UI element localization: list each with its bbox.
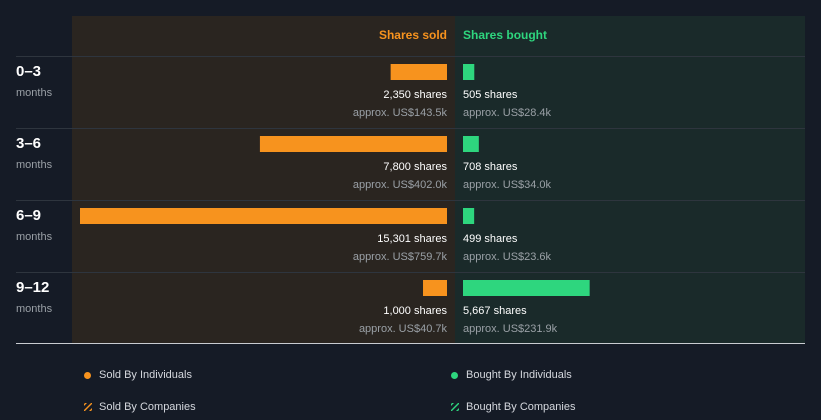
sold-bar (259, 136, 447, 152)
period-label: 0–3 (16, 63, 41, 80)
bought-shares-label: 5,667 shares (463, 305, 527, 317)
green-hatch-icon (451, 403, 459, 411)
chart-rows: 0–3 months 2,350 shares approx. US$143.5k 50… (16, 63, 590, 335)
period-label: 3–6 (16, 135, 41, 152)
sold-bar (80, 208, 447, 224)
sold-header: Shares sold (379, 28, 447, 42)
legend: Sold By Individuals Bought By Individual… (0, 345, 821, 420)
insider-trading-chart: Shares sold Shares bought 0–3 months 2,350… (16, 16, 805, 344)
period-unit-label: months (16, 303, 53, 315)
period-label: 9–12 (16, 279, 49, 296)
sold-bar (390, 64, 447, 80)
legend-label: Sold By Companies (99, 401, 196, 413)
period-unit-label: months (16, 159, 53, 171)
green-dot-icon (451, 371, 458, 379)
bought-header: Shares bought (463, 28, 547, 42)
bought-amount-label: approx. US$231.9k (463, 323, 558, 335)
legend-label: Bought By Companies (466, 401, 576, 413)
sold-amount-label: approx. US$759.7k (353, 251, 448, 263)
bought-bar (463, 208, 475, 224)
sold-shares-label: 15,301 shares (377, 233, 447, 245)
legend-bought-companies: Bought By Companies (451, 401, 575, 413)
sold-amount-label: approx. US$143.5k (353, 107, 448, 119)
sold-shares-label: 2,350 shares (383, 89, 447, 101)
bought-shares-label: 708 shares (463, 161, 518, 173)
legend-label: Sold By Individuals (99, 369, 192, 381)
legend-sold-individuals: Sold By Individuals (84, 369, 192, 381)
period-unit-label: months (16, 87, 53, 99)
sold-shares-label: 7,800 shares (383, 161, 447, 173)
sold-shares-label: 1,000 shares (383, 305, 447, 317)
bought-bar (463, 136, 479, 152)
bought-bar (463, 280, 590, 296)
period-label: 6–9 (16, 207, 41, 224)
bought-shares-label: 499 shares (463, 233, 518, 245)
orange-hatch-icon (84, 403, 92, 411)
sold-bar (423, 280, 447, 296)
bought-shares-label: 505 shares (463, 89, 518, 101)
bought-amount-label: approx. US$28.4k (463, 107, 552, 119)
legend-bought-individuals: Bought By Individuals (451, 369, 572, 381)
period-unit-label: months (16, 231, 53, 243)
legend-sold-companies: Sold By Companies (84, 401, 196, 413)
sold-amount-label: approx. US$402.0k (353, 179, 448, 191)
orange-dot-icon (84, 371, 91, 379)
legend-label: Bought By Individuals (466, 369, 572, 381)
bought-amount-label: approx. US$34.0k (463, 179, 552, 191)
bought-bar (463, 64, 475, 80)
bought-amount-label: approx. US$23.6k (463, 251, 552, 263)
sold-amount-label: approx. US$40.7k (359, 323, 448, 335)
